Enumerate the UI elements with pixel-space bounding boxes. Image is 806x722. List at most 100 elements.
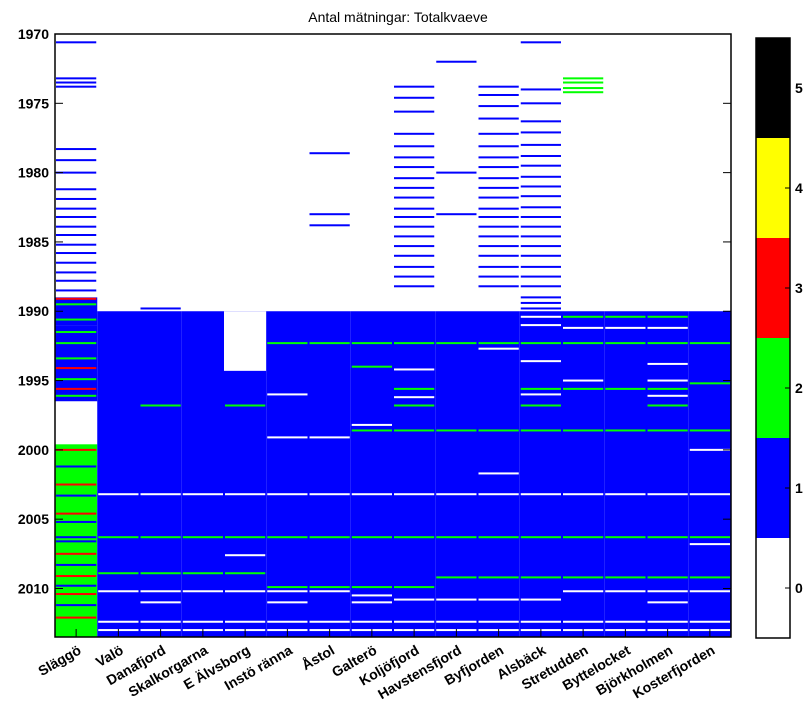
cell (140, 620, 181, 623)
cell (351, 594, 392, 597)
station-column (477, 85, 520, 637)
cell (182, 620, 223, 623)
cell (225, 404, 266, 407)
cell (267, 620, 308, 623)
cell (225, 590, 266, 593)
cell (394, 85, 435, 88)
station-column (308, 152, 351, 637)
cell (647, 576, 688, 579)
y-tick-label: 1990 (18, 303, 49, 319)
cell (520, 307, 561, 310)
cell (56, 261, 97, 264)
cell (351, 429, 392, 432)
cell-block (350, 311, 393, 637)
cell (520, 536, 561, 539)
cell (182, 590, 223, 593)
cell (563, 81, 604, 84)
cell-block (393, 311, 436, 637)
cell (56, 279, 97, 282)
cell (56, 357, 97, 360)
cell (394, 536, 435, 539)
cell (351, 586, 392, 589)
cell (563, 536, 604, 539)
cell (98, 536, 139, 539)
cell (520, 235, 561, 238)
cell (647, 315, 688, 318)
cell (605, 429, 646, 432)
cell (394, 186, 435, 189)
cell (394, 215, 435, 218)
x-tick-label: Släggö (35, 642, 83, 679)
cell (56, 483, 97, 486)
cell (520, 265, 561, 268)
cell (520, 360, 561, 363)
cell (56, 465, 97, 468)
cell (647, 493, 688, 496)
cell (56, 584, 97, 587)
cell (605, 342, 646, 345)
cell (520, 206, 561, 209)
cell (351, 620, 392, 623)
cell (394, 285, 435, 288)
colorbar-swatch (756, 38, 790, 138)
cell-block (688, 311, 731, 637)
cell (56, 331, 97, 334)
cell (563, 387, 604, 390)
cell (394, 110, 435, 113)
cell (56, 215, 97, 218)
y-tick-label: 1995 (18, 373, 49, 389)
cell (605, 620, 646, 623)
cell (140, 601, 181, 604)
cell (394, 275, 435, 278)
cell (436, 536, 477, 539)
cell (394, 493, 435, 496)
cell (478, 186, 519, 189)
cell (267, 590, 308, 593)
cell (520, 342, 561, 345)
cell (436, 60, 477, 63)
cell-block (308, 311, 351, 637)
cell (267, 493, 308, 496)
cell (478, 245, 519, 248)
cell (436, 576, 477, 579)
cell (436, 598, 477, 601)
cell (267, 342, 308, 345)
cell (56, 234, 97, 236)
colorbar-tick-label: 5 (795, 80, 803, 96)
station-column (55, 34, 98, 637)
cell (647, 429, 688, 432)
colorbar-swatch (756, 338, 790, 438)
cell (309, 213, 350, 216)
station-column (688, 311, 731, 637)
cell (689, 576, 730, 579)
cell (520, 296, 561, 299)
cell (563, 77, 604, 80)
cell (56, 297, 97, 300)
cell (56, 252, 97, 255)
y-tick-label: 1970 (18, 26, 49, 42)
cell (56, 552, 97, 555)
cell (394, 429, 435, 432)
cell (520, 245, 561, 248)
cell (56, 575, 97, 578)
cell (520, 164, 561, 167)
cell (309, 620, 350, 623)
cell (647, 387, 688, 390)
cell (478, 620, 519, 623)
cell (520, 102, 561, 105)
cell (689, 620, 730, 623)
cell (478, 117, 519, 120)
cell (56, 448, 97, 451)
cell (520, 493, 561, 496)
cell (563, 342, 604, 345)
cell-block (604, 311, 647, 637)
colorbar-tick-label: 3 (795, 280, 803, 296)
cell (394, 207, 435, 210)
cell (56, 77, 97, 80)
cell (267, 436, 308, 439)
cell (436, 429, 477, 432)
cell (563, 620, 604, 623)
cell (56, 197, 97, 200)
cell (478, 215, 519, 218)
